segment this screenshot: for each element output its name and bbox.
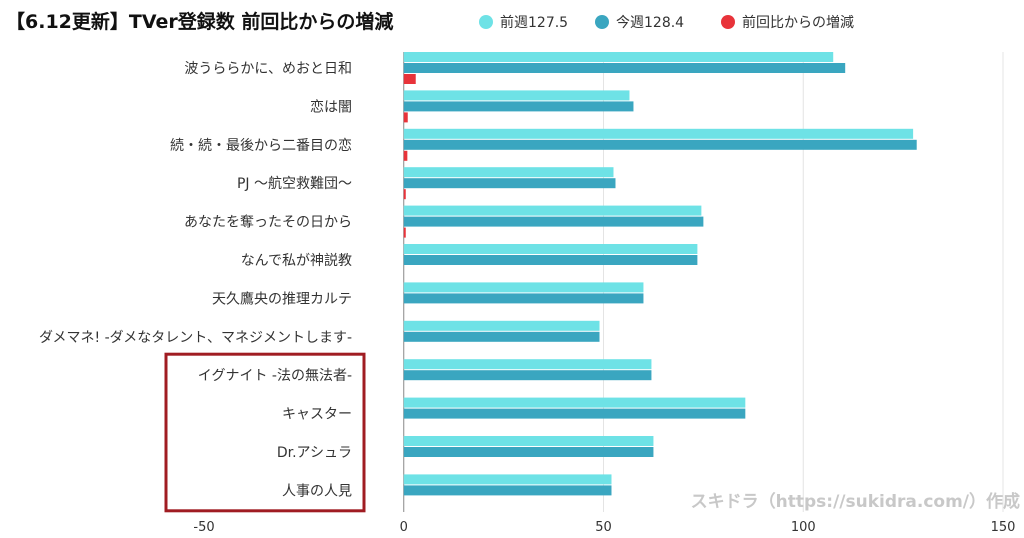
legend-marker	[479, 15, 493, 29]
tick-label: 50	[595, 520, 612, 535]
category-label: Dr.アシュラ	[277, 445, 352, 461]
bar	[403, 447, 654, 457]
tick-label: 150	[991, 520, 1016, 535]
category-label: ダメマネ! -ダメなタレント、マネジメントします-	[39, 330, 352, 346]
legend-marker	[595, 15, 609, 29]
legend-label: 今週128.4	[616, 15, 684, 31]
bar	[403, 282, 644, 293]
tick-label: -50	[193, 520, 214, 535]
bar	[403, 101, 634, 112]
bar	[403, 370, 652, 381]
bar	[403, 167, 614, 178]
category-label: 恋は闇	[310, 98, 352, 115]
bar	[403, 293, 644, 304]
category-label: あなたを奪ったその日から	[184, 214, 352, 231]
category-label: 続・続・最後から二番目の恋	[170, 137, 352, 154]
bar	[403, 397, 746, 408]
bar	[403, 255, 698, 265]
category-label: PJ 〜航空救難団〜	[237, 176, 352, 192]
grid	[403, 52, 1004, 512]
bar	[403, 112, 408, 123]
bar	[403, 128, 914, 139]
bar	[403, 139, 917, 150]
legend-label: 前回比からの増減	[742, 14, 854, 31]
x-axis-ticks: -50 0 50 100 150	[193, 520, 1015, 535]
category-label: 人事の人見	[282, 483, 352, 499]
category-label: なんで私が神説教	[241, 253, 352, 269]
category-label: イグナイト -法の無法者-	[198, 368, 352, 384]
bar	[403, 205, 702, 216]
legend-label: 前週127.5	[500, 14, 568, 31]
bar	[403, 63, 846, 73]
category-label: 波うららかに、めおと日和	[184, 61, 352, 77]
bar	[403, 227, 406, 238]
tick-label: 100	[791, 520, 816, 535]
bar	[403, 436, 654, 446]
category-label: キャスター	[282, 407, 352, 423]
bar	[403, 216, 704, 227]
bar	[403, 474, 612, 485]
tick-label: 0	[400, 520, 408, 535]
bar	[403, 359, 652, 370]
highlight-box	[164, 352, 366, 513]
chart-title: 【6.12更新】TVer登録数 前回比からの増減	[6, 10, 393, 33]
bar	[403, 244, 698, 254]
bar	[403, 408, 746, 419]
legend: 前週127.5 今週128.4 前回比からの増減	[479, 14, 854, 31]
bar	[403, 320, 600, 331]
bar	[403, 485, 612, 496]
bar	[403, 178, 616, 189]
bar	[403, 150, 408, 161]
bar	[403, 331, 600, 342]
bar	[403, 189, 406, 200]
bar	[403, 52, 834, 62]
legend-marker	[721, 15, 735, 29]
bar	[403, 90, 630, 101]
bars	[403, 52, 917, 496]
watermark: スキドラ（https://sukidra.com/）作成	[691, 491, 1020, 512]
bar	[403, 74, 416, 84]
category-label: 天久鷹央の推理カルテ	[212, 291, 352, 307]
